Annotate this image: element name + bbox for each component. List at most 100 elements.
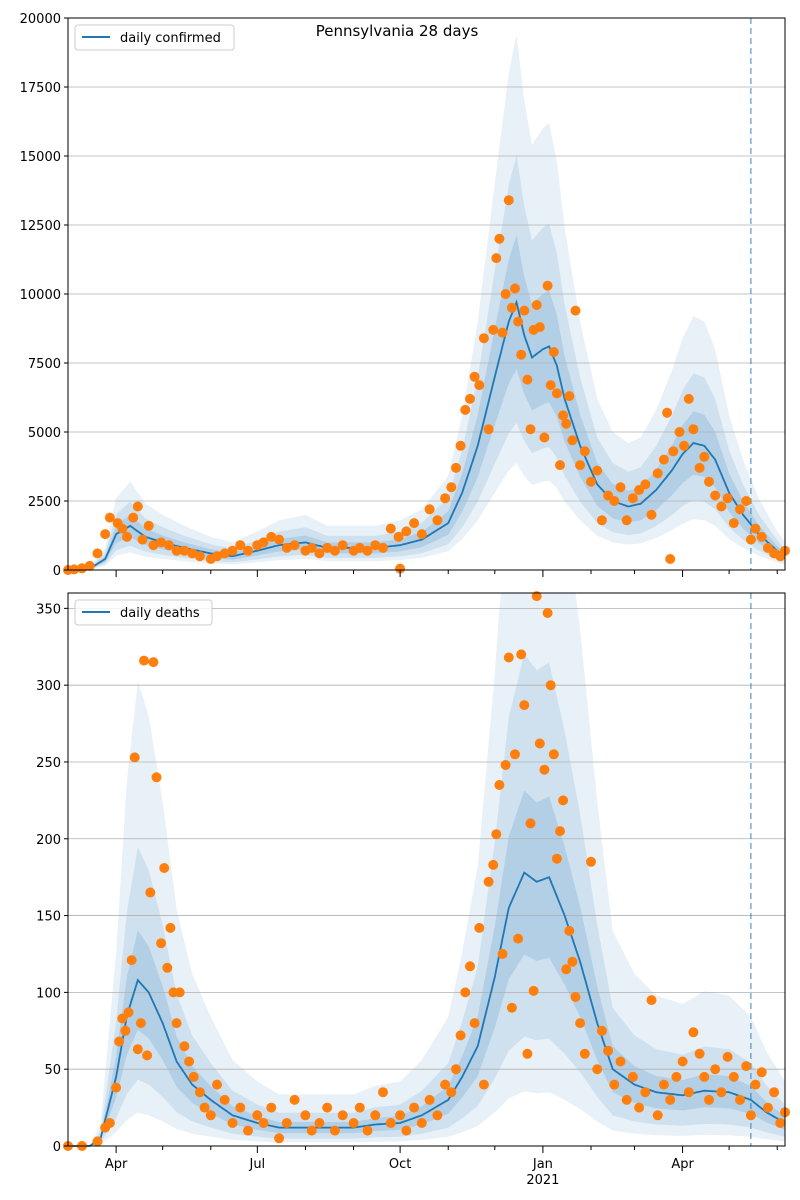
- deaths-point: [174, 987, 185, 998]
- deaths-point: [775, 1118, 786, 1128]
- confirmed-point: [329, 545, 340, 556]
- confirmed-point: [545, 380, 556, 391]
- confirmed-point: [658, 454, 669, 465]
- deaths-point: [522, 1048, 533, 1059]
- year-label: 2021: [526, 1173, 559, 1188]
- deaths-point: [531, 591, 542, 602]
- deaths-point: [148, 657, 159, 668]
- confirmed-point: [469, 371, 480, 382]
- confirmed-points-group: [63, 195, 790, 575]
- deaths-point: [306, 1125, 317, 1136]
- confirmed-point: [519, 305, 530, 316]
- deaths-point: [640, 1087, 651, 1098]
- deaths-point: [710, 1064, 721, 1075]
- deaths-point: [596, 1025, 607, 1036]
- deaths-point: [243, 1125, 253, 1136]
- confirmed-point: [652, 468, 663, 479]
- confirmed-point: [534, 322, 545, 333]
- confirmed-point: [716, 501, 727, 512]
- confirmed-point: [710, 490, 721, 501]
- deaths-point: [205, 1110, 216, 1121]
- deaths-point: [551, 853, 562, 864]
- deaths-y-ticks: 0 50 100 150 200 250 300 350: [36, 602, 68, 1155]
- deaths-point: [129, 752, 140, 763]
- confirmed-y-ticks: 0 2500 5000 7500 10000 12500 15000 17500 20000: [20, 12, 68, 579]
- deaths-point: [401, 1125, 412, 1136]
- deaths-legend: daily deaths: [74, 599, 213, 626]
- deaths-points-group: [63, 591, 790, 1151]
- deaths-xtick-label: Jan: [532, 1157, 553, 1172]
- deaths-legend-label: daily deaths: [120, 606, 200, 621]
- deaths-point: [665, 1094, 676, 1105]
- deaths-point: [627, 1071, 638, 1082]
- deaths-point: [135, 1018, 146, 1029]
- deaths-point: [488, 859, 499, 870]
- confirmed-point: [555, 460, 565, 471]
- confirmed-point: [212, 551, 222, 562]
- deaths-point: [184, 1056, 195, 1067]
- deaths-point: [528, 985, 539, 996]
- confirmed-point: [322, 542, 333, 553]
- confirmed-chart-panel: 0 2500 5000 7500 10000 12500 15000 17500 20000 P…: [20, 12, 790, 579]
- confirmed-point: [728, 518, 739, 529]
- confirmed-point: [117, 523, 128, 534]
- confirmed-point: [378, 542, 388, 553]
- confirmed-point: [362, 545, 373, 556]
- deaths-point: [741, 1061, 752, 1072]
- deaths-point: [212, 1079, 222, 1090]
- deaths-point: [126, 955, 137, 966]
- deaths-point: [769, 1087, 780, 1098]
- deaths-x-ticks: Apr Jul Oct Jan Apr 2021: [105, 1146, 778, 1188]
- deaths-point: [658, 1079, 669, 1090]
- confirmed-point: [522, 374, 533, 385]
- confirmed-point: [122, 531, 132, 542]
- deaths-point: [289, 1094, 300, 1105]
- deaths-point: [142, 1050, 153, 1061]
- confirmed-point: [258, 537, 269, 548]
- confirmed-point: [385, 523, 396, 534]
- confirmed-point: [500, 289, 511, 299]
- deaths-point: [465, 961, 475, 972]
- deaths-point: [199, 1102, 210, 1113]
- deaths-point: [432, 1110, 443, 1121]
- confirmed-point: [510, 283, 520, 294]
- deaths-point: [722, 1051, 733, 1062]
- confirmed-point: [627, 493, 638, 504]
- confirmed-point: [567, 435, 578, 446]
- confirmed-point: [84, 560, 95, 571]
- confirmed-point: [646, 509, 657, 520]
- confirmed-point: [171, 545, 182, 556]
- deaths-point: [469, 1018, 480, 1029]
- confirmed-band-outer: [68, 34, 785, 571]
- deaths-point: [716, 1087, 727, 1098]
- deaths-point: [252, 1110, 263, 1121]
- confirmed-ytick-label: 15000: [20, 150, 61, 165]
- deaths-axes-frame: [67, 592, 786, 1147]
- confirmed-point: [575, 460, 586, 471]
- confirmed-point: [455, 440, 466, 451]
- deaths-point: [525, 818, 536, 829]
- confirmed-band-inner: [68, 235, 785, 570]
- confirmed-point: [662, 407, 673, 418]
- deaths-point: [483, 876, 494, 887]
- deaths-point: [188, 1071, 199, 1082]
- confirmed-point: [474, 380, 485, 391]
- deaths-chart-panel: 0 50 100 150 200 250 300 350 Apr Jul Oct Jan Apr 202…: [36, 591, 790, 1188]
- confirmed-point: [187, 548, 198, 559]
- deaths-band-mid: [68, 653, 785, 1146]
- deaths-point: [111, 1082, 122, 1093]
- confirmed-band-mid: [68, 155, 785, 570]
- deaths-point: [745, 1110, 756, 1121]
- deaths-point: [378, 1087, 388, 1098]
- deaths-ytick-label: 100: [36, 986, 61, 1001]
- deaths-point: [558, 795, 569, 806]
- deaths-point: [579, 1048, 590, 1059]
- confirmed-point: [756, 531, 767, 542]
- deaths-point: [516, 649, 527, 660]
- deaths-point: [281, 1118, 292, 1128]
- deaths-point: [756, 1067, 767, 1078]
- deaths-point: [300, 1110, 311, 1121]
- deaths-point: [370, 1110, 381, 1121]
- confirmed-point: [401, 526, 412, 537]
